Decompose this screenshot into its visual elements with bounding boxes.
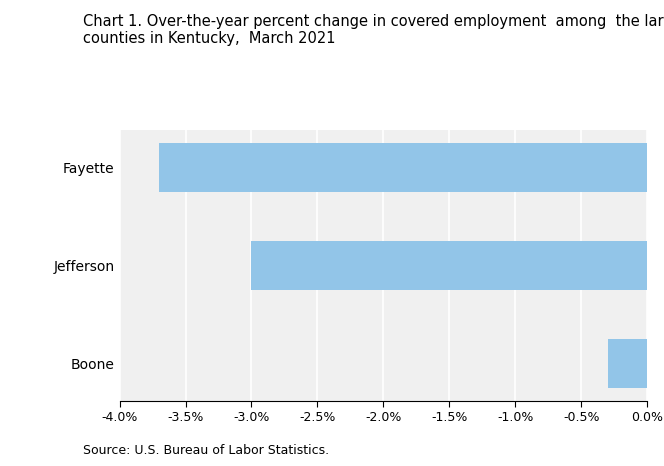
Bar: [608, 339, 647, 389]
Text: Source: U.S. Bureau of Labor Statistics.: Source: U.S. Bureau of Labor Statistics.: [83, 444, 329, 457]
Text: Chart 1. Over-the-year percent change in covered employment  among  the largest
: Chart 1. Over-the-year percent change in…: [83, 14, 664, 47]
Bar: [159, 143, 647, 192]
Bar: [252, 241, 647, 290]
